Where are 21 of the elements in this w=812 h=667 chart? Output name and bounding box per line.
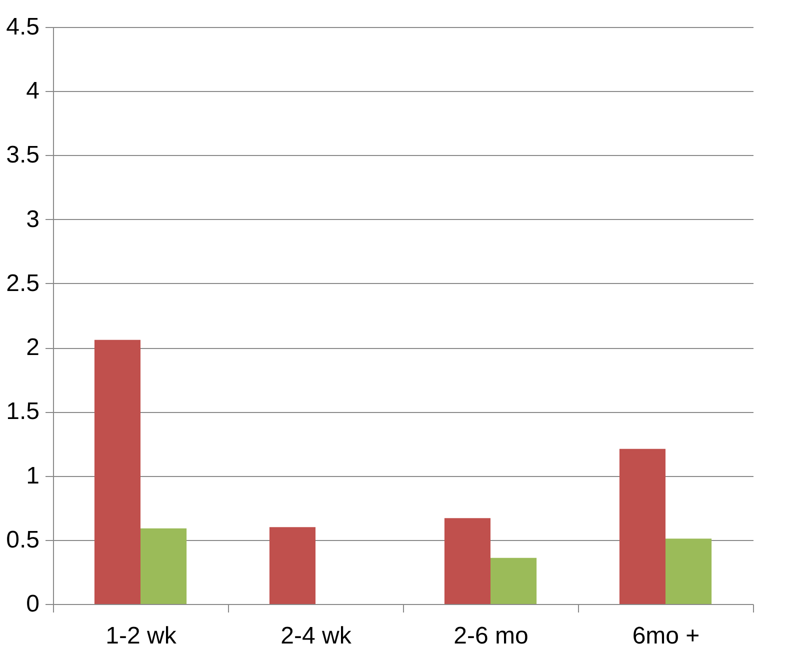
x-tick-label: 1-2 wk bbox=[106, 622, 178, 650]
bar bbox=[444, 518, 490, 604]
y-tick-label: 3.5 bbox=[6, 142, 40, 169]
y-tick-label: 4.5 bbox=[6, 14, 40, 40]
bar bbox=[140, 528, 187, 604]
bar bbox=[269, 527, 316, 604]
x-tick-label: 6mo + bbox=[632, 622, 700, 650]
y-tick-label: 4 bbox=[26, 78, 40, 105]
x-tick-label: 2-6 mo bbox=[454, 622, 528, 650]
y-tick-label: 3 bbox=[26, 206, 40, 233]
y-tick-label: 0 bbox=[26, 590, 40, 618]
y-tick-label: 1.5 bbox=[6, 398, 40, 426]
bar bbox=[94, 340, 140, 604]
y-tick-label: 2 bbox=[26, 334, 40, 362]
y-tick-label: 2.5 bbox=[6, 270, 40, 297]
bar bbox=[490, 558, 537, 604]
bar bbox=[619, 448, 666, 604]
y-tick-label: 0.5 bbox=[6, 526, 40, 554]
y-tick-label: 1 bbox=[26, 462, 40, 490]
bar bbox=[666, 538, 712, 604]
x-tick-label: 2-4 wk bbox=[280, 622, 352, 650]
